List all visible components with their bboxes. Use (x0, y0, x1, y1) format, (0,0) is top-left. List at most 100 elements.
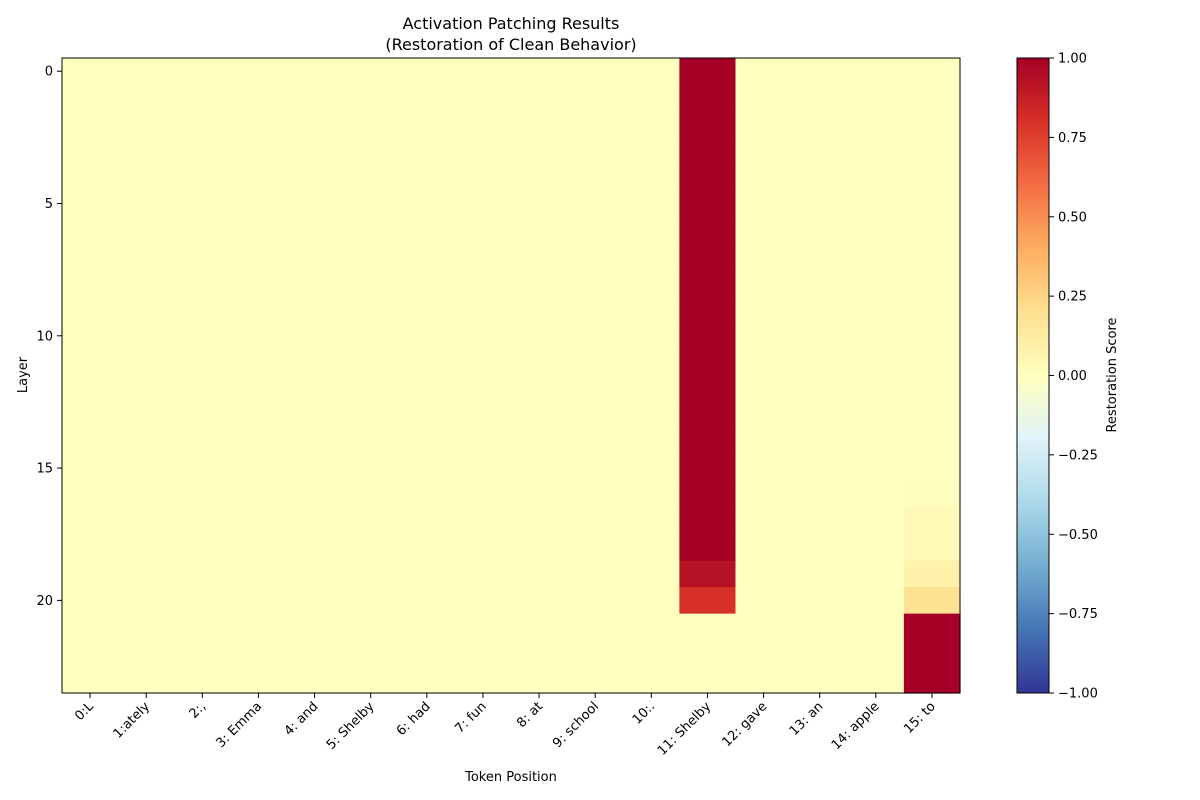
heatmap-cell (454, 375, 512, 403)
heatmap-cell (903, 534, 961, 562)
heatmap-cell (230, 269, 288, 297)
heatmap-cell (342, 375, 400, 403)
heatmap-cell (791, 666, 849, 694)
y-tick-label: 0 (45, 65, 53, 80)
heatmap-cell (174, 534, 231, 562)
heatmap-cell (62, 58, 119, 86)
heatmap-cell (454, 587, 512, 615)
heatmap-cell (847, 428, 905, 456)
heatmap-cell (62, 269, 119, 297)
heatmap-cell (398, 454, 456, 482)
heatmap-cell (62, 322, 119, 350)
heatmap-cell (623, 613, 680, 641)
heatmap-cell (791, 110, 849, 138)
heatmap-cell (118, 507, 175, 535)
heatmap-cell (511, 322, 568, 350)
heatmap-cell (623, 349, 680, 377)
heatmap-cell (174, 560, 231, 588)
heatmap-cell (62, 640, 119, 668)
heatmap-cell (286, 349, 344, 377)
heatmap-cell (230, 296, 288, 324)
heatmap-cell (847, 216, 905, 244)
x-tick-label: 4: and (282, 699, 322, 739)
heatmap-cell (398, 560, 456, 588)
heatmap-cell (847, 84, 905, 112)
heatmap-cell (398, 243, 456, 271)
heatmap-cell (847, 375, 905, 403)
heatmap-cell (735, 296, 793, 324)
colorbar-tick-label: 0.50 (1058, 210, 1087, 225)
x-tick-label: 0:L (72, 699, 97, 724)
heatmap-cell (511, 190, 568, 218)
heatmap-cell (847, 163, 905, 191)
heatmap-cell (230, 454, 288, 482)
heatmap-cell (903, 428, 961, 456)
heatmap-cell (903, 375, 961, 403)
heatmap-cell (511, 58, 568, 86)
heatmap-cell (118, 534, 175, 562)
heatmap-cell (342, 296, 400, 324)
heatmap-cell (398, 296, 456, 324)
heatmap-cell (454, 507, 512, 535)
heatmap-cell (342, 560, 400, 588)
heatmap-cell (567, 481, 624, 509)
heatmap-cell (791, 428, 849, 456)
heatmap-cell (903, 349, 961, 377)
heatmap-cell (454, 349, 512, 377)
heatmap-cell (398, 322, 456, 350)
heatmap-cell (791, 375, 849, 403)
heatmap-cell (847, 58, 905, 86)
heatmap-cell (847, 190, 905, 218)
heatmap-cell (679, 534, 737, 562)
heatmap-cell (679, 58, 737, 86)
heatmap-cell (118, 163, 175, 191)
colorbar-tick-label: 0.75 (1058, 131, 1087, 146)
heatmap-cell (903, 137, 961, 165)
heatmap-cell (903, 84, 961, 112)
heatmap-cell (62, 428, 119, 456)
heatmap-cell (118, 401, 175, 430)
heatmap-cell (454, 190, 512, 218)
heatmap-cell (511, 243, 568, 271)
heatmap-cell (454, 137, 512, 165)
heatmap-cell (174, 640, 231, 668)
x-tick-label: 10:. (630, 699, 658, 727)
heatmap-cell (567, 534, 624, 562)
x-tick-label: 9: school (550, 699, 602, 751)
heatmap-cell (286, 269, 344, 297)
heatmap-cell (511, 613, 568, 641)
heatmap-cell (903, 640, 961, 668)
heatmap-cell (791, 587, 849, 615)
heatmap-cell (623, 587, 680, 615)
heatmap-cell (398, 401, 456, 430)
heatmap-cell (511, 137, 568, 165)
heatmap-cell (679, 481, 737, 509)
heatmap-cell (679, 560, 737, 588)
heatmap-cell (454, 401, 512, 430)
heatmap-cell (454, 640, 512, 668)
heatmap-cell (230, 507, 288, 535)
heatmap-cell (847, 137, 905, 165)
x-axis-ticks: 0:L 1:ately 2:, 3: Emma 4: and 5: Shelby 6: ha… (72, 693, 939, 759)
colorbar-tick-label: −0.75 (1058, 607, 1098, 622)
heatmap-cell (511, 269, 568, 297)
heatmap-cell (286, 534, 344, 562)
heatmap-cell (623, 428, 680, 456)
heatmap-cell (454, 269, 512, 297)
heatmap-cell (342, 110, 400, 138)
heatmap-cell (230, 110, 288, 138)
heatmap-cell (567, 84, 624, 112)
heatmap-cell (903, 587, 961, 615)
heatmap-cell (62, 163, 119, 191)
heatmap-cell (791, 216, 849, 244)
heatmap-cell (118, 613, 175, 641)
heatmap-cell (286, 613, 344, 641)
heatmap-cell (398, 269, 456, 297)
heatmap-cell (679, 296, 737, 324)
heatmap-cell (230, 401, 288, 430)
heatmap-cell (791, 349, 849, 377)
heatmap-cell (174, 163, 231, 191)
heatmap-cell (342, 640, 400, 668)
heatmap-cell (230, 216, 288, 244)
